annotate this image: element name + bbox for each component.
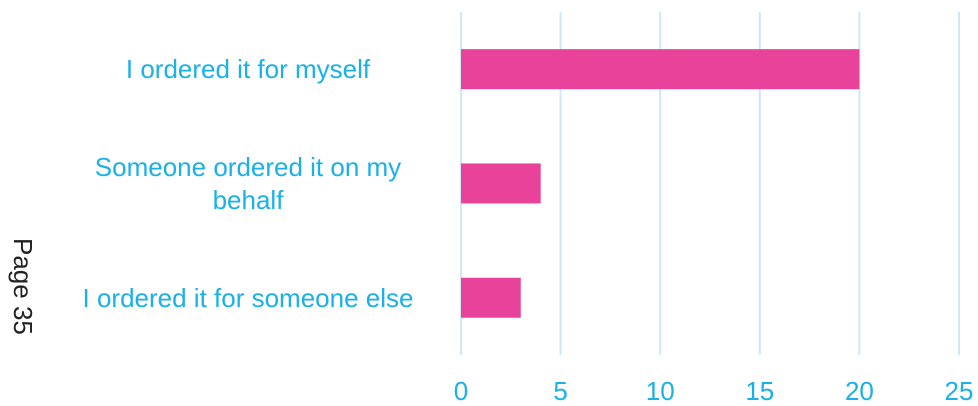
page-number-label: Page 35 xyxy=(8,238,38,335)
x-tick-label-20: 20 xyxy=(845,376,874,406)
x-tick-label-25: 25 xyxy=(945,376,974,406)
bar-1 xyxy=(461,49,860,90)
category-label-1: I ordered it for myself xyxy=(126,54,371,84)
category-labels: I ordered it for myself Someone ordered i… xyxy=(83,54,414,313)
category-label-3: I ordered it for someone else xyxy=(83,283,414,313)
bar-3 xyxy=(461,277,521,318)
x-tick-label-15: 15 xyxy=(745,376,774,406)
bar-2 xyxy=(461,163,541,204)
bars xyxy=(461,49,860,318)
x-tick-label-0: 0 xyxy=(454,376,468,406)
x-tick-label-10: 10 xyxy=(646,376,675,406)
category-label-2: Someone ordered it on my behalf xyxy=(95,152,401,215)
x-axis-tick-labels: 0 5 10 15 20 25 xyxy=(454,376,974,406)
x-tick-label-5: 5 xyxy=(553,376,567,406)
